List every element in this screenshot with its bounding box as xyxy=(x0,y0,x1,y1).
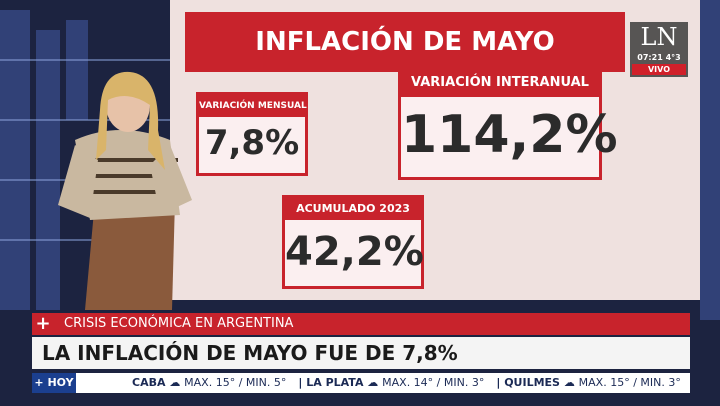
logo-time: 07:21 xyxy=(637,53,663,62)
ticker-item: | QUILMES ☁ MAX. 15° / MIN. 3° xyxy=(496,376,681,389)
stat-box: ACUMULADO 2023 42,2% xyxy=(282,195,424,289)
channel-logo: LN 07:21 4°3 VIVO xyxy=(630,22,688,77)
stat-value: 114,2% xyxy=(401,105,618,165)
logo-text: LN xyxy=(640,23,678,51)
topic-text: CRISIS ECONÓMICA EN ARGENTINA xyxy=(64,316,294,331)
logo-time-row: 07:21 4°3 xyxy=(630,52,688,64)
ticker-item: | LA PLATA ☁ MAX. 14° / MIN. 3° xyxy=(298,376,485,389)
stat-label: VARIACIÓN MENSUAL xyxy=(199,95,307,117)
ticker-city: QUILMES xyxy=(504,376,560,389)
ticker-tag: + HOY xyxy=(32,373,76,393)
topic-bar: + CRISIS ECONÓMICA EN ARGENTINA xyxy=(32,313,690,335)
stat-label: VARIACIÓN INTERANUAL xyxy=(401,69,599,97)
ticker-forecast: MAX. 14° / MIN. 3° xyxy=(382,376,485,389)
screen-title: INFLACIÓN DE MAYO xyxy=(185,12,625,72)
ticker-forecast: MAX. 15° / MIN. 3° xyxy=(578,376,681,389)
stat-box: VARIACIÓN INTERANUAL 114,2% xyxy=(398,66,618,180)
stat-value: 7,8% xyxy=(204,123,300,163)
topic-icon: + xyxy=(35,313,51,334)
stat-box: VARIACIÓN MENSUAL 7,8% xyxy=(196,92,308,176)
headline-bar: LA INFLACIÓN DE MAYO FUE DE 7,8% xyxy=(32,337,690,369)
ticker-city: LA PLATA xyxy=(306,376,364,389)
live-badge: VIVO xyxy=(632,64,686,75)
logo-temp: 4°3 xyxy=(665,53,681,62)
stat-value: 42,2% xyxy=(285,229,424,275)
ticker-item: CABA ☁ MAX. 15° / MIN. 5° xyxy=(132,376,287,389)
ticker-forecast: MAX. 15° / MIN. 5° xyxy=(184,376,287,389)
stat-label: ACUMULADO 2023 xyxy=(285,198,421,220)
ticker-items: CABA ☁ MAX. 15° / MIN. 5° | LA PLATA ☁ M… xyxy=(132,373,681,393)
headline-text: LA INFLACIÓN DE MAYO FUE DE 7,8% xyxy=(42,341,458,365)
ticker: + HOY CABA ☁ MAX. 15° / MIN. 5° | LA PLA… xyxy=(32,373,690,393)
ticker-city: CABA xyxy=(132,376,166,389)
